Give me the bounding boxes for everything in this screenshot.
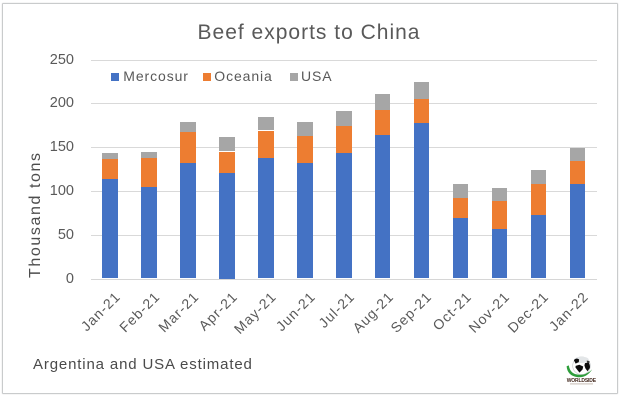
svg-text:WORLDSIDE: WORLDSIDE bbox=[567, 378, 597, 384]
